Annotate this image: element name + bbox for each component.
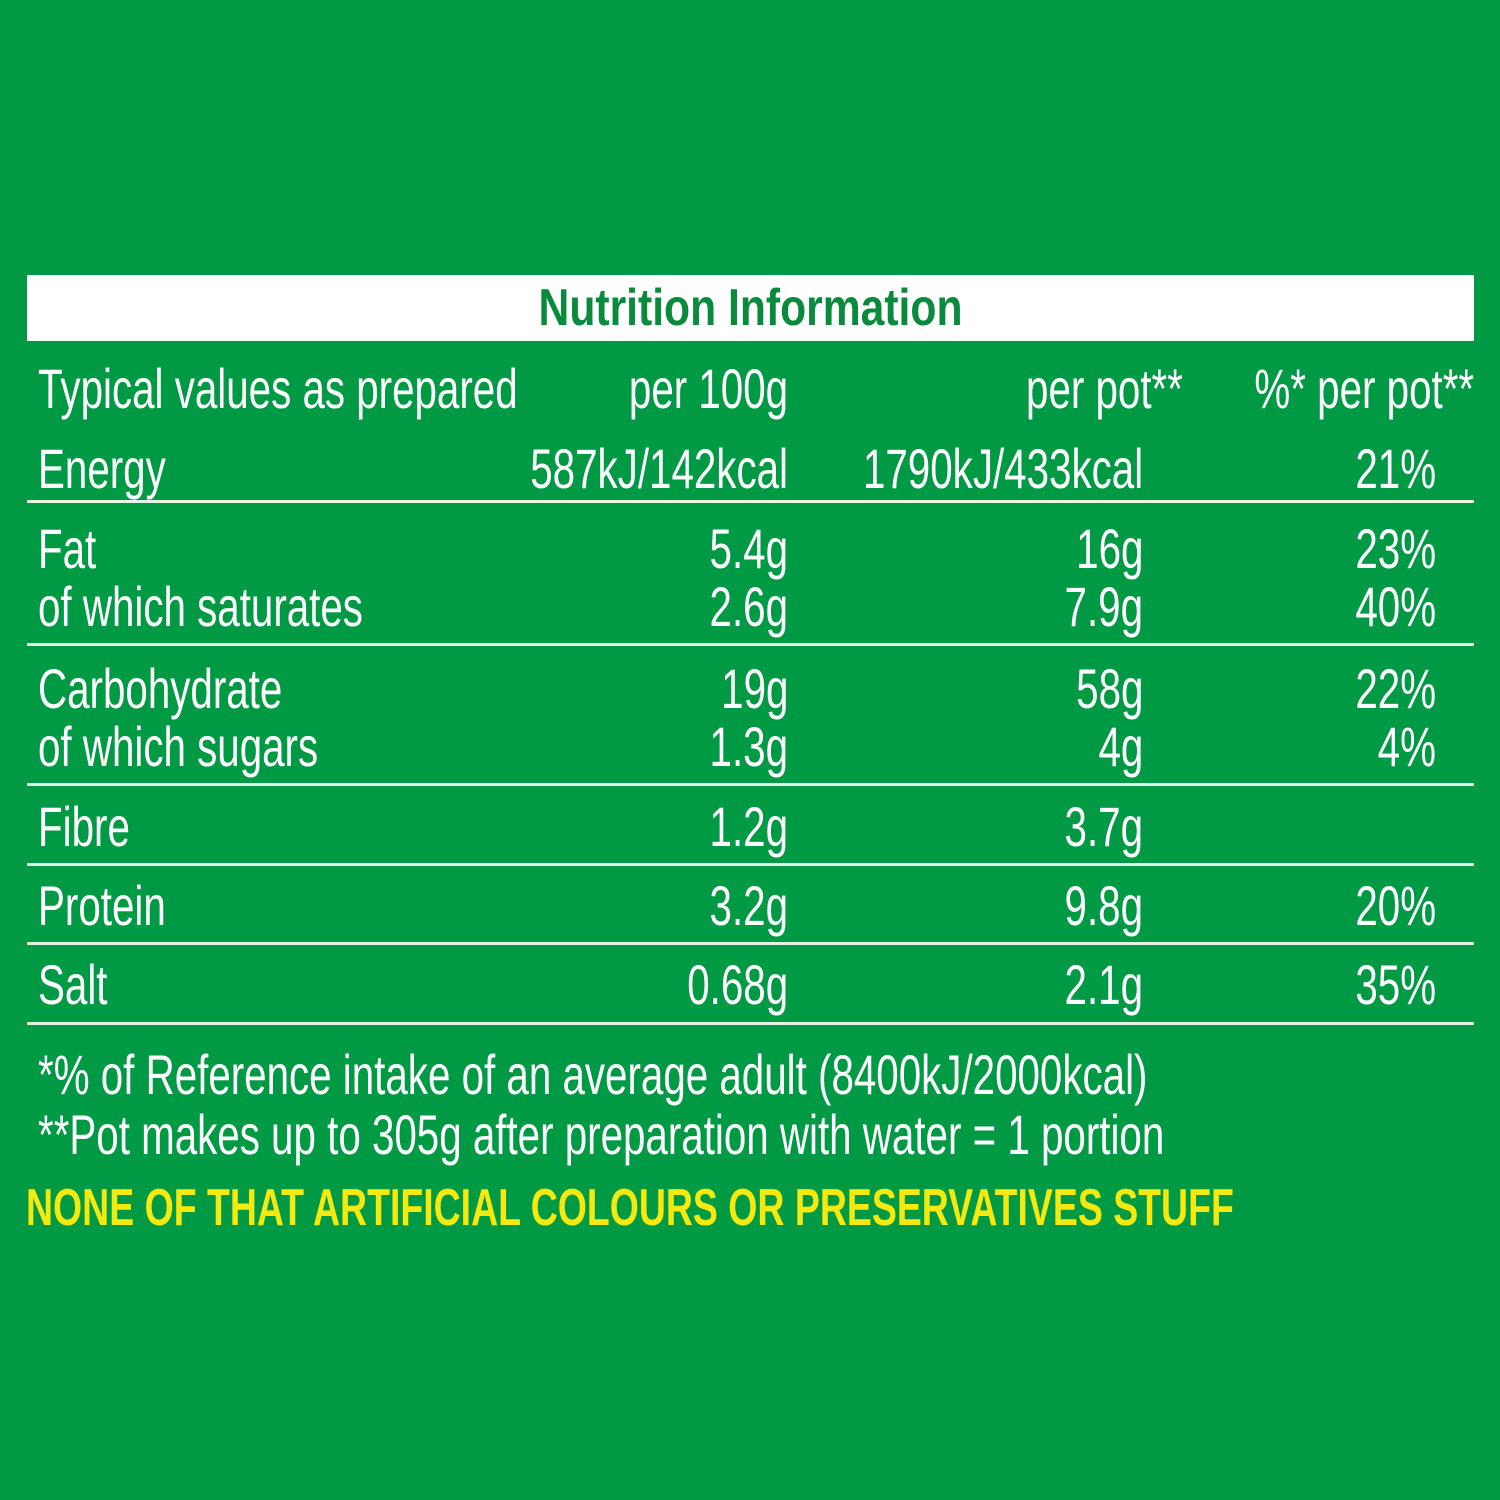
header-typical-values: Typical values as prepared bbox=[38, 357, 518, 420]
divider bbox=[27, 942, 1474, 945]
divider bbox=[27, 500, 1474, 503]
row-per-100g: 587kJ/142kcal bbox=[530, 437, 788, 500]
row-pct: 23% bbox=[1355, 517, 1436, 580]
row-per-100g: 5.4g bbox=[709, 517, 788, 580]
row-label: Fibre bbox=[38, 795, 130, 858]
footnote-pot-portion: **Pot makes up to 305g after preparation… bbox=[38, 1103, 1165, 1166]
nutrition-title-banner: Nutrition Information bbox=[27, 275, 1474, 341]
row-per-pot: 9.8g bbox=[1064, 874, 1143, 937]
row-label: of which sugars bbox=[38, 715, 319, 778]
page-title: Nutrition Information bbox=[538, 279, 963, 337]
row-per-pot: 1790kJ/433kcal bbox=[862, 437, 1143, 500]
row-pct: 35% bbox=[1355, 953, 1436, 1016]
row-per-pot: 4g bbox=[1098, 715, 1143, 778]
divider bbox=[27, 1022, 1474, 1025]
header-pct-per-pot: %* per pot** bbox=[1254, 357, 1474, 420]
header-per-100g: per 100g bbox=[628, 357, 788, 420]
divider bbox=[27, 783, 1474, 786]
row-pct: 20% bbox=[1355, 874, 1436, 937]
row-per-100g: 1.2g bbox=[709, 795, 788, 858]
row-pct: 22% bbox=[1355, 657, 1436, 720]
row-per-pot: 2.1g bbox=[1064, 953, 1143, 1016]
row-per-100g: 3.2g bbox=[709, 874, 788, 937]
row-label: Energy bbox=[38, 437, 166, 500]
row-per-100g: 2.6g bbox=[709, 575, 788, 638]
row-per-pot: 16g bbox=[1075, 517, 1143, 580]
row-label: Fat bbox=[38, 517, 97, 580]
row-label: Carbohydrate bbox=[38, 657, 283, 720]
row-pct: 21% bbox=[1355, 437, 1436, 500]
divider bbox=[27, 643, 1474, 646]
row-pct: 40% bbox=[1355, 575, 1436, 638]
header-per-pot: per pot** bbox=[1026, 357, 1183, 420]
row-per-100g: 1.3g bbox=[709, 715, 788, 778]
divider bbox=[27, 863, 1474, 866]
row-label: of which saturates bbox=[38, 575, 363, 638]
no-artificial-claim: NONE OF THAT ARTIFICIAL COLOURS OR PRESE… bbox=[26, 1179, 1234, 1237]
row-per-100g: 0.68g bbox=[687, 953, 788, 1016]
row-label: Salt bbox=[38, 953, 108, 1016]
row-per-pot: 3.7g bbox=[1064, 795, 1143, 858]
row-per-pot: 7.9g bbox=[1064, 575, 1143, 638]
row-per-100g: 19g bbox=[720, 657, 788, 720]
row-label: Protein bbox=[38, 874, 166, 937]
footnote-reference-intake: *% of Reference intake of an average adu… bbox=[38, 1043, 1148, 1106]
row-per-pot: 58g bbox=[1075, 657, 1143, 720]
row-pct: 4% bbox=[1377, 715, 1436, 778]
